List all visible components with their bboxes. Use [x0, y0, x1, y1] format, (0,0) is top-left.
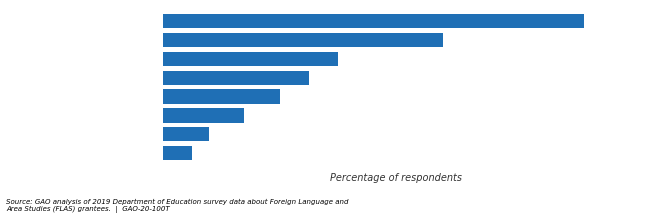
Bar [162, 33, 443, 47]
Bar [162, 71, 309, 85]
Text: Source: GAO analysis of 2019 Department of Education survey data about Foreign L: Source: GAO analysis of 2019 Department … [6, 199, 349, 213]
X-axis label: Percentage of respondents: Percentage of respondents [330, 173, 463, 183]
Bar [162, 146, 192, 160]
Bar [162, 108, 244, 123]
Bar [162, 89, 280, 104]
Bar [162, 14, 584, 28]
Bar [162, 52, 338, 66]
Bar [162, 127, 209, 141]
